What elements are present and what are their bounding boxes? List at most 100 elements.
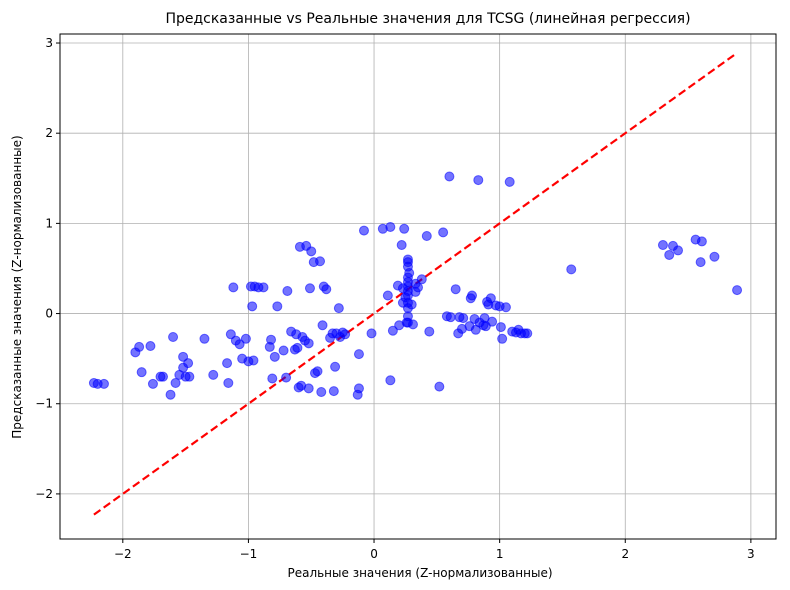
chart-title: Предсказанные vs Реальные значения для T… (165, 11, 690, 27)
data-point (413, 282, 423, 293)
data-point (404, 267, 415, 278)
data-point (353, 383, 364, 394)
data-point (522, 328, 533, 339)
data-point (385, 375, 396, 386)
data-point (292, 342, 303, 353)
data-point (321, 284, 332, 295)
data-point (266, 334, 277, 345)
x-tick-label: 1 (496, 547, 504, 561)
data-point (247, 301, 258, 312)
x-tick-label: 3 (747, 547, 755, 561)
y-tick-label: −2 (35, 487, 53, 501)
data-point (434, 381, 445, 392)
data-point (438, 227, 449, 238)
data-point (258, 282, 269, 293)
y-tick-label: 3 (45, 36, 53, 50)
data-point (165, 389, 176, 400)
data-point (267, 373, 278, 384)
data-point (145, 341, 156, 352)
data-point (328, 386, 339, 397)
plot-frame (59, 33, 777, 540)
data-point (228, 282, 239, 293)
data-point (315, 256, 326, 267)
data-point (500, 302, 511, 313)
data-point (222, 358, 233, 369)
data-point (281, 372, 292, 383)
data-point (282, 286, 293, 297)
x-axis-ticks: −2 −1 0 1 2 3 (114, 539, 755, 561)
data-point (316, 387, 327, 398)
data-point (732, 285, 743, 296)
y-axis-ticks: −2 −1 0 1 2 3 (35, 36, 60, 501)
data-point (234, 339, 245, 350)
y-tick-label: 1 (45, 216, 53, 230)
data-point (306, 246, 317, 257)
data-point (445, 312, 456, 323)
data-point (416, 274, 427, 285)
data-point (399, 223, 410, 234)
data-point (382, 290, 393, 301)
data-point (304, 283, 315, 294)
y-tick-label: −1 (35, 397, 53, 411)
data-point (673, 245, 684, 256)
data-point (485, 293, 496, 304)
data-point (303, 338, 314, 349)
data-point (406, 299, 417, 310)
data-point (444, 171, 455, 182)
data-point (340, 329, 351, 340)
data-point (269, 351, 280, 362)
data-point (136, 367, 147, 378)
data-point (695, 257, 706, 268)
data-point (497, 333, 508, 344)
data-point (664, 249, 675, 260)
data-point (657, 240, 668, 251)
data-point (366, 328, 377, 339)
data-point (333, 303, 344, 314)
data-point (473, 175, 484, 186)
data-point (330, 361, 341, 372)
data-point (248, 355, 259, 366)
data-point (278, 345, 289, 356)
grid (60, 34, 776, 539)
data-point (696, 236, 707, 247)
x-tick-label: −1 (240, 547, 258, 561)
y-tick-label: 2 (45, 126, 53, 140)
data-point (168, 332, 179, 342)
data-point (183, 358, 194, 369)
data-point (358, 225, 369, 236)
data-point (158, 371, 169, 382)
data-point (134, 341, 145, 352)
data-points (88, 171, 743, 400)
data-point (467, 290, 478, 301)
data-point (223, 377, 234, 388)
y-tick-label: 0 (45, 307, 53, 321)
data-point (272, 301, 283, 312)
data-point (709, 251, 720, 262)
data-point (208, 369, 219, 380)
data-point (240, 333, 251, 344)
data-point (504, 176, 515, 187)
data-point (184, 371, 195, 382)
data-point (487, 316, 498, 327)
data-point (424, 326, 435, 337)
x-tick-label: 0 (370, 547, 378, 561)
data-point (458, 313, 469, 324)
data-point (407, 319, 418, 330)
data-point (353, 349, 364, 360)
x-axis-label: Реальные значения (Z-нормализованные) (287, 566, 552, 580)
data-point (312, 366, 323, 377)
data-point (170, 377, 181, 388)
data-point (387, 325, 398, 336)
x-tick-label: 2 (621, 547, 629, 561)
data-point (495, 322, 506, 333)
data-point (147, 378, 158, 389)
y-axis-label: Предсказанные значения (Z-нормализованны… (10, 135, 24, 438)
data-point (303, 383, 314, 394)
data-point (566, 264, 577, 275)
data-point (317, 320, 328, 331)
data-point (396, 240, 407, 251)
x-tick-label: −2 (114, 547, 132, 561)
data-point (421, 231, 432, 241)
data-point (385, 221, 396, 232)
